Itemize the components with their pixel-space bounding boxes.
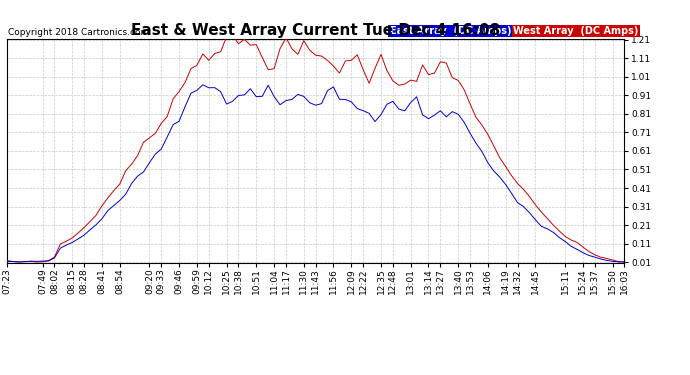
- Text: Copyright 2018 Cartronics.com: Copyright 2018 Cartronics.com: [8, 28, 150, 37]
- Text: East Array  (DC Amps): East Array (DC Amps): [390, 26, 511, 36]
- Text: West Array  (DC Amps): West Array (DC Amps): [513, 26, 639, 36]
- Title: East & West Array Current Tue Dec 4 16:08: East & West Array Current Tue Dec 4 16:0…: [131, 23, 500, 38]
